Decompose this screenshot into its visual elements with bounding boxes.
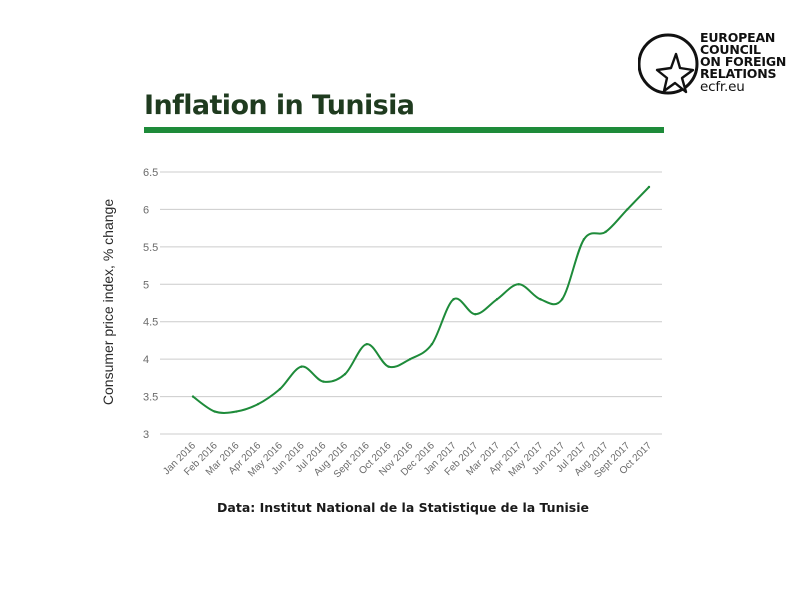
logo-line: ON FOREIGN: [700, 54, 787, 69]
y-tick-label: 3: [143, 429, 149, 441]
y-tick-label: 4: [143, 354, 149, 366]
y-tick-label: 5.5: [143, 242, 158, 254]
logo-wordmark: EUROPEAN COUNCIL ON FOREIGN RELATIONS ec…: [700, 30, 787, 95]
data-point: [539, 298, 542, 301]
series-line: [192, 186, 650, 414]
ecfr-logo: EUROPEAN COUNCIL ON FOREIGN RELATIONS ec…: [637, 30, 788, 100]
data-point: [191, 395, 195, 398]
source-note: Data: Institut National de la Statistiqu…: [217, 500, 589, 515]
logo-line: RELATIONS: [700, 66, 777, 81]
y-tick-label: 6.5: [143, 167, 158, 179]
data-point: [300, 365, 303, 368]
data-point: [452, 298, 455, 301]
star-in-circle-icon: [637, 33, 699, 95]
data-point: [582, 238, 586, 241]
data-point: [365, 342, 368, 346]
data-point: [322, 380, 325, 383]
data-point: [474, 313, 477, 316]
data-point: [430, 342, 434, 346]
data-point: [213, 410, 216, 413]
data-point: [235, 410, 238, 413]
data-point: [387, 365, 390, 368]
data-point: [560, 298, 564, 301]
data-point: [517, 283, 520, 286]
data-point: [647, 185, 651, 189]
y-tick-label: 5: [143, 279, 149, 291]
logo-line: COUNCIL: [700, 42, 761, 57]
data-point: [495, 298, 499, 301]
data-point: [408, 357, 412, 361]
logo-line: EUROPEAN: [700, 30, 776, 45]
title-rule: [144, 127, 664, 133]
y-tick-label: 4.5: [143, 317, 158, 329]
y-tick-label: 3.5: [143, 392, 158, 404]
y-tick-label: 6: [143, 204, 149, 216]
data-point: [278, 387, 282, 391]
data-point: [343, 372, 347, 376]
data-point: [626, 208, 629, 211]
data-point: [604, 230, 607, 234]
data-point: [256, 402, 260, 406]
logo-url: ecfr.eu: [700, 79, 745, 95]
chart-title: Inflation in Tunisia: [144, 90, 415, 121]
